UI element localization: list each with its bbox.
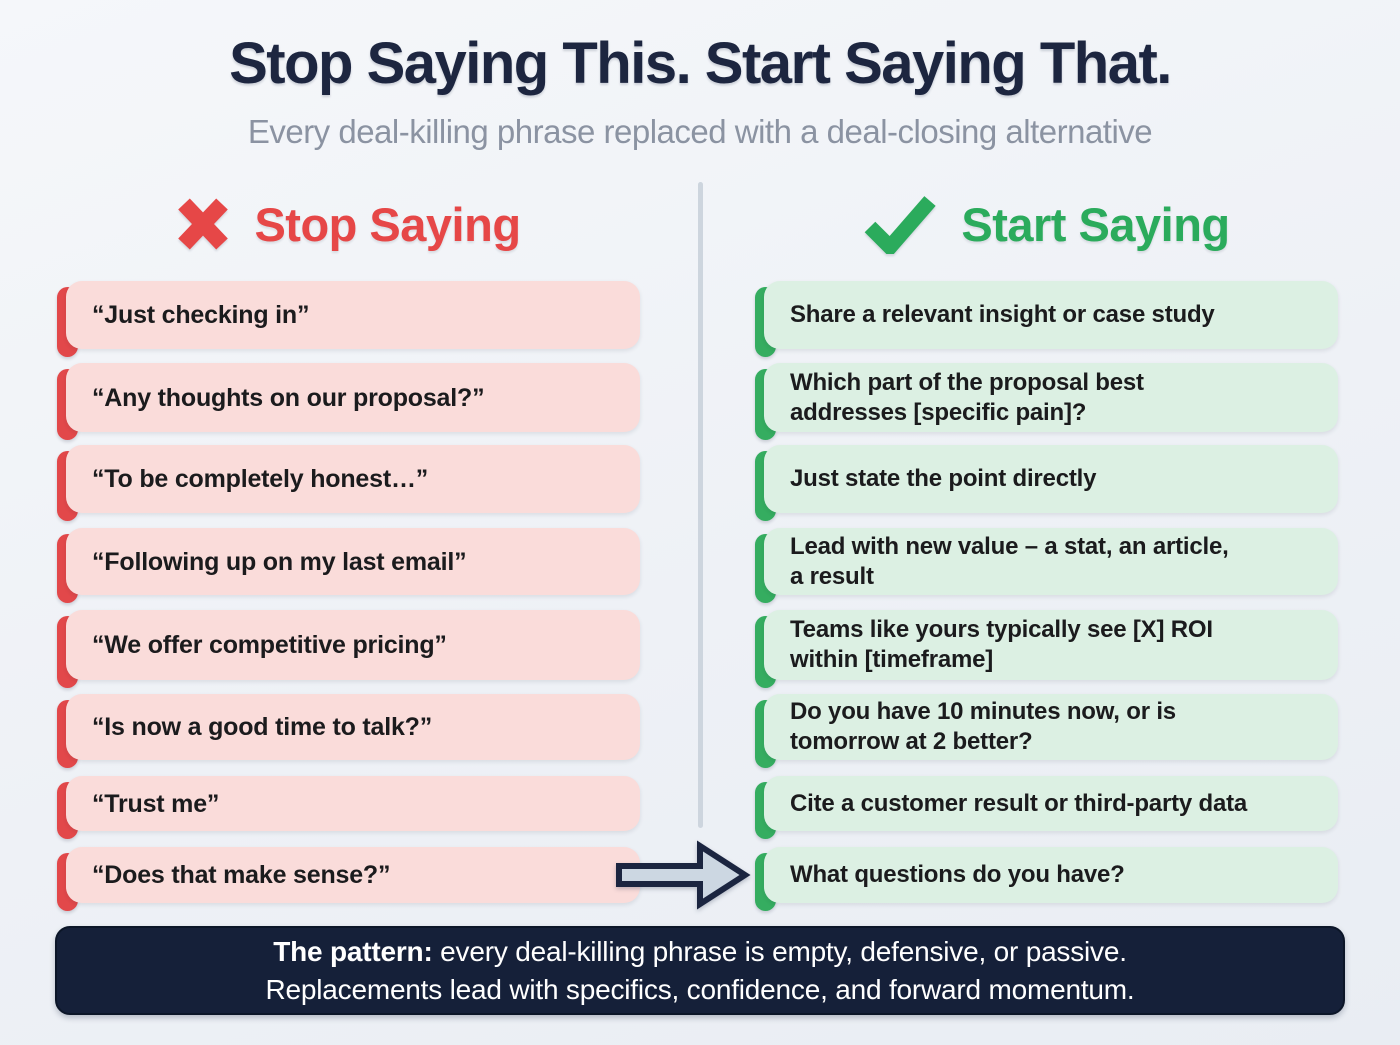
card-body: Which part of the proposal best addresse… xyxy=(764,363,1338,432)
start-phrase-text: Cite a customer result or third-party da… xyxy=(790,789,1248,817)
start-phrase-text: Just state the point directly xyxy=(790,465,1097,492)
start-phrase-card: What questions do you have? xyxy=(755,847,1338,911)
start-phrase-card: Cite a customer result or third-party da… xyxy=(755,776,1338,839)
start-phrase-text: Share a relevant insight or case study xyxy=(790,301,1215,328)
card-body: Cite a customer result or third-party da… xyxy=(764,776,1338,831)
footer-line-1-rest: every deal-killing phrase is empty, defe… xyxy=(432,935,1127,967)
stop-phrase-text: “Trust me” xyxy=(92,789,220,818)
stop-phrase-text: “To be completely honest…” xyxy=(92,465,429,493)
stop-phrase-text: “Is now a good time to talk?” xyxy=(92,713,433,741)
stop-phrase-text: “Following up on my last email” xyxy=(92,547,467,576)
column-divider xyxy=(698,182,703,828)
card-body: What questions do you have? xyxy=(764,847,1338,903)
card-body: Just state the point directly xyxy=(764,445,1338,513)
stop-phrase-text: “Any thoughts on our proposal?” xyxy=(92,383,485,412)
card-body: “Following up on my last email” xyxy=(66,528,640,595)
card-body: “Does that make sense?” xyxy=(66,847,640,903)
start-phrase-card: Share a relevant insight or case study xyxy=(755,281,1338,357)
start-phrase-text: Which part of the proposal best addresse… xyxy=(790,368,1144,426)
start-phrase-text: What questions do you have? xyxy=(790,861,1125,888)
start-phrase-card: Do you have 10 minutes now, or is tomorr… xyxy=(755,694,1338,768)
stop-column-header-label: Stop Saying xyxy=(254,197,521,251)
footer-line-1: The pattern: every deal-killing phrase i… xyxy=(273,933,1127,971)
start-phrase-text: Teams like yours typically see [X] ROI w… xyxy=(790,616,1213,673)
x-icon xyxy=(178,198,229,250)
start-column-header: Start Saying xyxy=(755,186,1338,262)
stop-column-header: Stop Saying xyxy=(57,186,640,262)
stop-phrase-card: “Following up on my last email” xyxy=(57,528,640,603)
card-body: Do you have 10 minutes now, or is tomorr… xyxy=(764,694,1338,760)
start-phrase-card: Which part of the proposal best addresse… xyxy=(755,363,1338,440)
start-phrase-text: Do you have 10 minutes now, or is tomorr… xyxy=(790,698,1176,755)
start-column-header-label: Start Saying xyxy=(961,197,1230,251)
stop-phrase-text: “We offer competitive pricing” xyxy=(92,631,447,659)
card-body: Share a relevant insight or case study xyxy=(764,281,1338,349)
stop-phrase-text: “Just checking in” xyxy=(92,301,310,329)
page-subtitle: Every deal-killing phrase replaced with … xyxy=(247,113,1153,150)
stop-phrase-card: “Trust me” xyxy=(57,776,640,839)
footer-line-2: Replacements lead with specifics, confid… xyxy=(265,973,1135,1005)
check-icon xyxy=(865,196,937,254)
card-body: “Trust me” xyxy=(66,776,640,831)
page-title: Stop Saying This. Start Saying That. xyxy=(229,31,1172,96)
start-phrase-text: Lead with new value – a stat, an article… xyxy=(790,532,1229,590)
right-arrow-icon xyxy=(616,840,751,910)
stop-phrase-card: “Any thoughts on our proposal?” xyxy=(57,363,640,440)
footer-line-1-lead: The pattern: xyxy=(273,935,433,967)
stop-phrase-card: “Does that make sense?” xyxy=(57,847,640,911)
stop-phrase-card: “Just checking in” xyxy=(57,281,640,357)
stop-phrase-card: “To be completely honest…” xyxy=(57,445,640,521)
card-body: “We offer competitive pricing” xyxy=(66,610,640,680)
stop-phrase-card: “Is now a good time to talk?” xyxy=(57,694,640,768)
stop-phrase-text: “Does that make sense?” xyxy=(92,861,391,889)
stop-phrase-card: “We offer competitive pricing” xyxy=(57,610,640,688)
card-body: “Just checking in” xyxy=(66,281,640,349)
start-phrase-card: Just state the point directly xyxy=(755,445,1338,521)
start-phrase-card: Teams like yours typically see [X] ROI w… xyxy=(755,610,1338,688)
card-body: Teams like yours typically see [X] ROI w… xyxy=(764,610,1338,680)
card-body: “To be completely honest…” xyxy=(66,445,640,513)
start-phrase-card: Lead with new value – a stat, an article… xyxy=(755,528,1338,603)
card-body: Lead with new value – a stat, an article… xyxy=(764,528,1338,595)
card-body: “Is now a good time to talk?” xyxy=(66,694,640,760)
card-body: “Any thoughts on our proposal?” xyxy=(66,363,640,432)
pattern-footer: The pattern: every deal-killing phrase i… xyxy=(55,926,1345,1015)
